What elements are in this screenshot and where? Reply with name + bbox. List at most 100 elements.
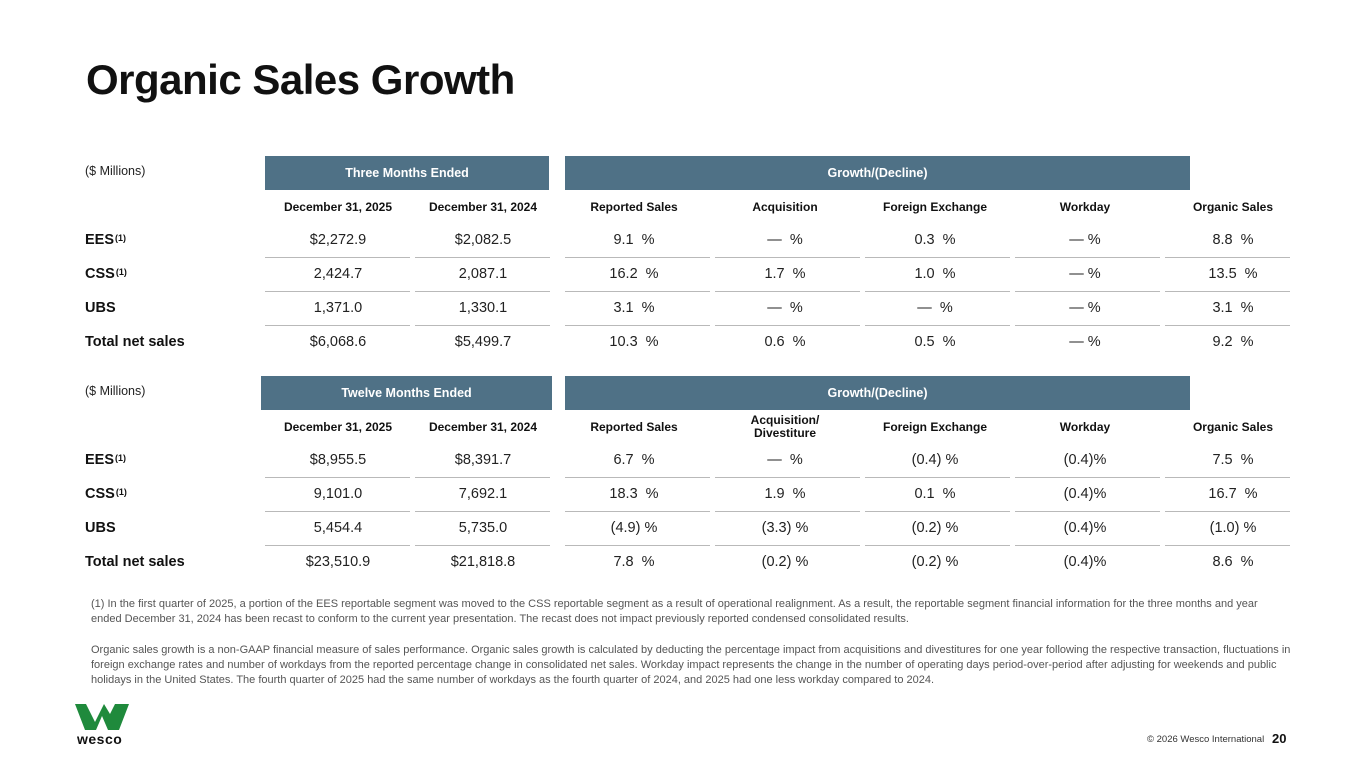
- column-header: Organic Sales: [1192, 199, 1274, 214]
- row-label: EES (1): [85, 444, 126, 476]
- table-cell: 7,692.1: [458, 486, 508, 502]
- row-divider: [715, 511, 860, 512]
- row-divider: [865, 257, 1010, 258]
- unit-label: ($ Millions): [85, 384, 146, 398]
- table-cell: (0.4)%: [1063, 452, 1107, 468]
- table-cell: (0.2) %: [761, 554, 809, 570]
- row-divider: [1015, 477, 1160, 478]
- row-divider: [415, 545, 550, 546]
- wesco-logo-icon: [75, 704, 131, 744]
- table-cell: — %: [1069, 300, 1101, 316]
- page-number: 20: [1272, 731, 1287, 746]
- row-divider: [565, 511, 710, 512]
- row-divider: [565, 325, 710, 326]
- table-cell: 1.7 %: [764, 266, 806, 282]
- table-cell: 3.1 %: [1212, 300, 1254, 316]
- row-divider: [715, 325, 860, 326]
- table-cell: 1.0 %: [914, 266, 956, 282]
- row-label: CSS (1): [85, 478, 127, 510]
- row-label: Total net sales: [85, 546, 185, 578]
- table-cell: $2,082.5: [454, 232, 512, 248]
- row-label-text: UBS: [85, 520, 116, 536]
- table-cell: 9,101.0: [313, 486, 363, 502]
- row-divider: [865, 545, 1010, 546]
- column-header: Acquisition/ Divestiture: [750, 413, 820, 440]
- row-label: CSS (1): [85, 258, 127, 290]
- column-header: Workday: [1059, 199, 1111, 214]
- table-cell: 5,454.4: [313, 520, 363, 536]
- table-cell: — %: [1069, 232, 1101, 248]
- footnote-marker: (1): [115, 453, 127, 463]
- table-cell: 18.3 %: [609, 486, 659, 502]
- row-divider: [565, 477, 710, 478]
- column-header: Organic Sales: [1192, 419, 1274, 434]
- row-label: Total net sales: [85, 326, 185, 358]
- column-header: Foreign Exchange: [882, 199, 988, 214]
- table-cell: 9.2 %: [1212, 334, 1254, 350]
- period-header: Three Months Ended: [265, 156, 549, 190]
- row-label-text: CSS: [85, 486, 115, 502]
- column-header: Workday: [1059, 419, 1111, 434]
- table-cell: — %: [767, 300, 803, 316]
- row-divider: [1015, 291, 1160, 292]
- table-cell: — %: [767, 452, 803, 468]
- page-title: Organic Sales Growth: [86, 56, 515, 103]
- row-divider: [265, 511, 410, 512]
- row-divider: [1165, 511, 1290, 512]
- unit-label: ($ Millions): [85, 164, 146, 178]
- row-label-text: Total net sales: [85, 554, 185, 570]
- table-cell: — %: [917, 300, 953, 316]
- row-divider: [565, 545, 710, 546]
- row-divider: [265, 291, 410, 292]
- row-divider: [265, 477, 410, 478]
- column-header: December 31, 2025: [283, 419, 393, 434]
- row-divider: [865, 325, 1010, 326]
- table-cell: 3.1 %: [613, 300, 655, 316]
- row-label-text: UBS: [85, 300, 116, 316]
- row-divider: [1015, 511, 1160, 512]
- column-header: December 31, 2024: [428, 419, 538, 434]
- column-header: Foreign Exchange: [882, 419, 988, 434]
- row-label: EES (1): [85, 224, 126, 256]
- row-divider: [265, 325, 410, 326]
- table-cell: (0.4)%: [1063, 554, 1107, 570]
- row-label-text: EES: [85, 232, 115, 248]
- table-cell: 0.1 %: [914, 486, 956, 502]
- footnote-marker: (1): [115, 233, 127, 243]
- row-divider: [1165, 545, 1290, 546]
- table-cell: — %: [767, 232, 803, 248]
- table-cell: (1.0) %: [1209, 520, 1257, 536]
- row-divider: [1165, 477, 1290, 478]
- row-divider: [1165, 291, 1290, 292]
- table-cell: 8.8 %: [1212, 232, 1254, 248]
- table-cell: 16.2 %: [609, 266, 659, 282]
- row-divider: [1015, 545, 1160, 546]
- row-divider: [1015, 325, 1160, 326]
- footnote-non-gaap: Organic sales growth is a non-GAAP finan…: [91, 644, 1291, 686]
- column-header: Reported Sales: [590, 419, 678, 434]
- table-cell: 9.1 %: [613, 232, 655, 248]
- three-months-table: ($ Millions) Three Months Ended Growth/(…: [85, 156, 1290, 351]
- table-cell: 5,735.0: [458, 520, 508, 536]
- row-divider: [265, 545, 410, 546]
- table-cell: 16.7 %: [1208, 486, 1258, 502]
- row-divider: [865, 477, 1010, 478]
- footnote-recast: (1) In the first quarter of 2025, a port…: [91, 598, 1258, 625]
- row-divider: [565, 257, 710, 258]
- table-cell: $6,068.6: [309, 334, 367, 350]
- row-divider: [415, 257, 550, 258]
- table-cell: — %: [1069, 334, 1101, 350]
- row-label-text: Total net sales: [85, 334, 185, 350]
- footnote-marker: (1): [115, 267, 127, 277]
- table-cell: (3.3) %: [761, 520, 809, 536]
- row-divider: [415, 511, 550, 512]
- row-divider: [415, 291, 550, 292]
- row-divider: [715, 257, 860, 258]
- table-cell: (0.2) %: [911, 520, 959, 536]
- table-cell: 7.8 %: [613, 554, 655, 570]
- table-cell: 2,087.1: [458, 266, 508, 282]
- row-divider: [1165, 257, 1290, 258]
- logo-wordmark: wesco: [77, 731, 123, 747]
- table-cell: — %: [1069, 266, 1101, 282]
- table-cell: 13.5 %: [1208, 266, 1258, 282]
